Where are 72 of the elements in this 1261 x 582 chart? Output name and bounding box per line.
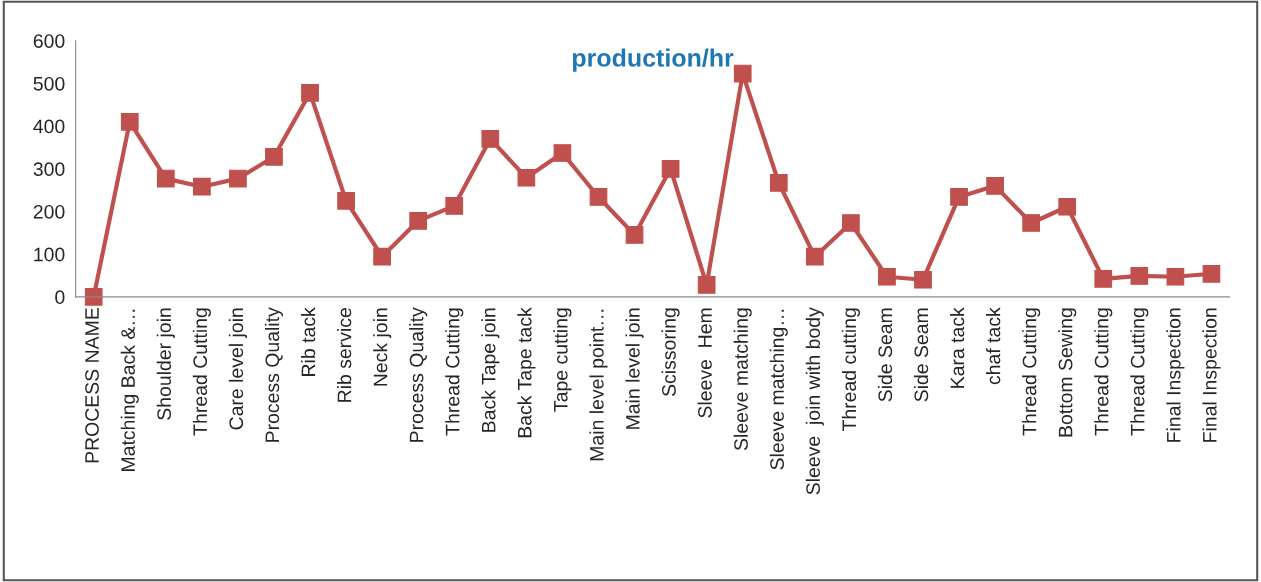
point <box>156 169 175 188</box>
point <box>409 212 428 230</box>
x-tick-label: Back Tape tack <box>517 307 536 438</box>
point <box>769 174 788 192</box>
point <box>1058 197 1077 216</box>
x-tick-label: Thread cutting <box>841 308 860 432</box>
x-tick-label: Process Quality <box>409 307 428 442</box>
x-tick-label: Process Quality <box>264 307 284 442</box>
point <box>661 159 680 178</box>
x-tick-label: Bottom Sewing <box>1058 308 1077 437</box>
x-tick-label: Neck join <box>373 308 392 386</box>
x-tick-label: Matching Back &… <box>120 309 139 471</box>
x-tick-label: Final Inspection <box>1166 308 1185 442</box>
x-tick-label: Thread Cutting <box>445 308 464 436</box>
point <box>697 276 716 294</box>
point <box>1130 267 1149 285</box>
x-tick-label: Rib tack <box>300 307 316 376</box>
point <box>1202 264 1221 283</box>
x-tick-label: Thread Cutting <box>192 308 211 436</box>
point <box>301 83 319 102</box>
x-tick-label: Thread Cutting <box>1094 308 1113 436</box>
point <box>517 168 536 187</box>
x-tick-label: Rib service <box>337 308 352 402</box>
y-tick-label: 100 <box>34 247 65 262</box>
point <box>193 177 211 196</box>
point <box>805 247 824 266</box>
x-tick-label: Thread Cutting <box>1130 308 1149 436</box>
x-tick-label: Side Seam <box>913 308 929 402</box>
x-tick-label: Kara tack <box>949 307 965 388</box>
y-tick-label: 0 <box>55 290 65 305</box>
x-tick-label: Main level point… <box>589 309 608 461</box>
point <box>445 197 464 215</box>
x-tick-label: Sleeve matching <box>733 308 752 451</box>
x-tick-label: Sleeve join with body <box>805 307 824 495</box>
point <box>625 226 644 244</box>
chart-title: production/hr <box>572 48 734 72</box>
y-tick-label: 600 <box>33 34 65 48</box>
y-tick-label: 300 <box>33 162 65 177</box>
point <box>481 130 500 148</box>
x-tick-label: Sleeve matching… <box>769 309 788 470</box>
x-tick-label: Scissoring <box>661 308 680 397</box>
point <box>914 270 932 289</box>
point <box>986 177 1004 195</box>
point <box>878 267 896 286</box>
point <box>1022 214 1041 232</box>
point <box>589 188 608 206</box>
x-tick-label: Care level join <box>228 308 247 430</box>
y-tick-label: 500 <box>33 76 65 91</box>
point <box>337 191 355 210</box>
x-tick-label: PROCESS NAME <box>85 308 99 463</box>
point <box>1094 270 1113 288</box>
point <box>950 188 968 206</box>
y-tick-label: 400 <box>33 119 65 134</box>
x-tick-label: Side Seam <box>877 308 893 402</box>
x-tick-label: Tape cutting <box>553 308 572 412</box>
x-tick-label: Shoulder join <box>156 308 175 420</box>
point <box>1166 267 1185 286</box>
point <box>842 214 860 232</box>
y-tick-label: 200 <box>33 204 65 219</box>
point <box>733 64 752 83</box>
point <box>120 112 139 131</box>
x-tick-label: Back Tape join <box>481 308 500 432</box>
x-tick-label: chaf tack <box>986 307 1001 385</box>
x-tick-label: Sleeve Hem <box>697 308 712 418</box>
x-tick-label: Final Inspection <box>1202 308 1221 442</box>
point <box>265 147 283 166</box>
point <box>84 287 103 306</box>
point <box>553 144 572 162</box>
point <box>373 247 391 266</box>
point <box>229 169 247 188</box>
x-tick-label: Thread Cutting <box>1022 308 1041 436</box>
x-tick-label: Main level join <box>625 308 644 429</box>
